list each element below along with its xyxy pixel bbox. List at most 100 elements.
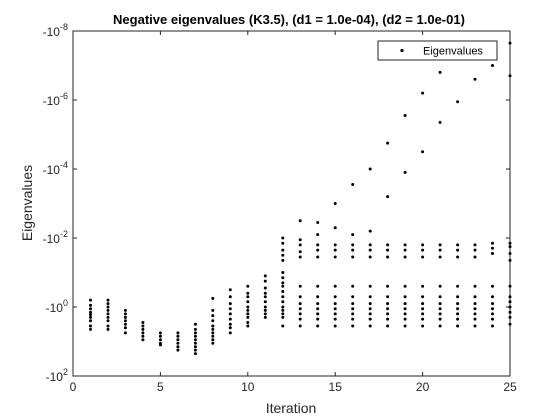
- data-point: [123, 331, 127, 335]
- data-point: [89, 313, 92, 317]
- data-point: [89, 327, 92, 331]
- data-point: [141, 327, 145, 331]
- data-point: [403, 114, 407, 117]
- data-point: [211, 319, 215, 323]
- data-point: [456, 255, 460, 259]
- data-point: [403, 295, 407, 299]
- data-point: [421, 150, 425, 154]
- data-point: [246, 315, 250, 319]
- data-point: [228, 288, 232, 292]
- data-point: [508, 252, 512, 255]
- data-point: [386, 295, 390, 299]
- data-point: [263, 312, 267, 316]
- data-point: [351, 255, 355, 259]
- data-point: [281, 258, 285, 262]
- data-point: [193, 331, 197, 335]
- data-point: [508, 284, 512, 288]
- data-point: [281, 248, 285, 252]
- data-point: [386, 302, 390, 306]
- x-axis: 0 5 10 15 20 25: [70, 31, 517, 394]
- data-point: [263, 279, 267, 283]
- data-point: [106, 302, 110, 306]
- data-point: [316, 221, 320, 224]
- data-point: [176, 334, 180, 338]
- data-point: [228, 302, 232, 306]
- data-point: [456, 317, 460, 321]
- data-point: [158, 343, 162, 347]
- data-point: [456, 324, 460, 328]
- data-point: [141, 338, 145, 342]
- data-point: [491, 64, 494, 67]
- data-point: [508, 74, 512, 78]
- data-point: [89, 303, 92, 307]
- x-tick-label: 25: [503, 380, 517, 394]
- data-point: [508, 322, 512, 326]
- data-point: [193, 345, 197, 349]
- data-point: [298, 219, 302, 223]
- data-point: [403, 248, 407, 252]
- data-point: [281, 271, 285, 274]
- data-point: [228, 322, 232, 326]
- data-point: [508, 305, 512, 309]
- data-point: [281, 324, 285, 328]
- data-point: [211, 296, 215, 300]
- data-point: [368, 255, 372, 259]
- data-points: [89, 41, 512, 356]
- data-point: [351, 183, 355, 186]
- data-point: [386, 307, 390, 311]
- data-point: [141, 331, 145, 335]
- data-point: [421, 302, 425, 306]
- data-point: [176, 341, 180, 345]
- data-point: [351, 243, 355, 247]
- data-point: [421, 295, 425, 299]
- data-point: [508, 245, 512, 249]
- data-point: [456, 243, 460, 247]
- data-point: [491, 307, 494, 311]
- data-point: [403, 324, 407, 328]
- data-point: [491, 324, 494, 328]
- data-point: [456, 284, 460, 288]
- data-point: [491, 241, 494, 245]
- data-point: [263, 286, 267, 290]
- data-point: [386, 324, 390, 328]
- data-point: [246, 291, 250, 295]
- data-point: [106, 312, 110, 316]
- data-point: [281, 281, 285, 285]
- data-point: [123, 319, 127, 323]
- data-point: [246, 305, 250, 309]
- data-point: [368, 317, 372, 321]
- legend-box: [377, 40, 498, 61]
- data-point: [316, 312, 320, 316]
- data-point: [193, 352, 197, 356]
- data-point: [491, 252, 494, 255]
- data-point: [316, 284, 320, 288]
- data-point: [473, 324, 477, 328]
- data-point: [491, 317, 494, 321]
- data-point: [281, 308, 285, 312]
- chart-title: Negative eigenvalues (K3.5), (d1 = 1.0e-…: [113, 12, 465, 27]
- data-point: [263, 291, 267, 295]
- data-point: [351, 317, 355, 321]
- data-point: [368, 324, 372, 328]
- data-point: [438, 255, 442, 259]
- x-tick-label: 20: [416, 380, 430, 394]
- data-point: [386, 195, 390, 199]
- data-point: [106, 327, 110, 331]
- data-point: [386, 284, 390, 288]
- data-point: [386, 312, 390, 316]
- data-point: [228, 312, 232, 316]
- data-point: [491, 284, 494, 288]
- data-point: [438, 317, 442, 321]
- data-point: [316, 324, 320, 328]
- data-point: [473, 317, 477, 321]
- data-point: [368, 307, 372, 311]
- data-point: [403, 307, 407, 311]
- data-point: [246, 312, 250, 316]
- data-point: [89, 324, 92, 328]
- data-point: [89, 307, 92, 311]
- x-tick-label: 10: [241, 380, 255, 394]
- data-point: [351, 295, 355, 299]
- data-point: [193, 327, 197, 331]
- data-point: [316, 302, 320, 306]
- data-point: [333, 317, 337, 321]
